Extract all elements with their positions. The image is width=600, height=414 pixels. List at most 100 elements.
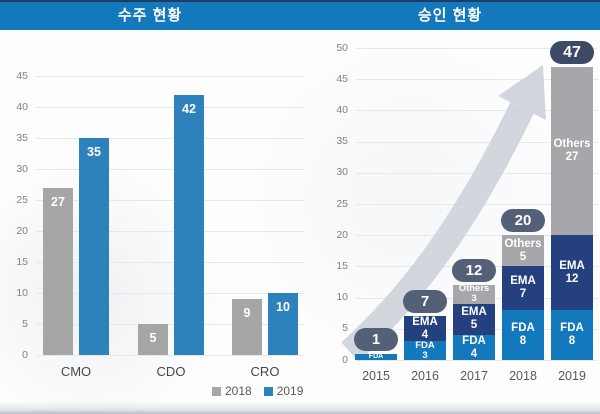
segment-EMA-2016	[404, 316, 446, 342]
grid-line	[36, 138, 304, 139]
y-axis-tick-label: 10	[336, 291, 348, 304]
bar-2019-CMO	[79, 138, 109, 355]
grid-line	[36, 76, 304, 77]
approvals-stacked-bar-chart: 0 5 10 15 20 25 30 35 40 45 50 FDA 1 2015 FDA 3 EMA 4 7 201…	[310, 40, 600, 402]
segment-FDA-2017	[453, 335, 495, 360]
grid-line	[356, 141, 598, 143]
segment-EMA-2018	[502, 266, 544, 311]
grid-line	[356, 235, 598, 237]
legend-item-2018: 2018	[212, 384, 252, 398]
grid-line	[36, 262, 304, 263]
y-axis-tick-label: 20	[336, 228, 348, 241]
bar-value-label: 10	[276, 300, 290, 314]
grid-line	[36, 169, 304, 170]
bar-2018-CRO	[232, 299, 262, 355]
grid-line	[36, 231, 304, 232]
segment-label-FDA-2018: FDA 8	[511, 322, 535, 348]
total-badge-2019: 47	[550, 40, 594, 64]
legend-label-2018: 2018	[225, 384, 252, 398]
segment-FDA-2019	[551, 310, 593, 360]
total-badge-2016: 7	[403, 290, 447, 314]
segment-label-EMA-2017: EMA 5	[461, 306, 487, 332]
x-axis-label-CDO: CDO	[156, 364, 186, 379]
segment-label-EMA-2018: EMA 7	[510, 275, 536, 301]
segment-label-EMA-2019: EMA 12	[559, 259, 585, 285]
segment-FDA-2016	[404, 341, 446, 360]
x-axis-label-2018: 2018	[509, 369, 537, 383]
segment-Others-2019	[551, 66, 593, 236]
y-axis-tick-label: 35	[336, 135, 348, 148]
bar-value-label: 5	[149, 331, 157, 345]
y-axis-tick-label: 5	[342, 322, 348, 335]
segment-label-EMA-2016: EMA 4	[412, 315, 438, 341]
segment-label-FDA-2016: FDA 3	[415, 340, 435, 361]
y-axis-tick-label: 30	[16, 162, 28, 175]
segment-label-FDA-2019: FDA 8	[560, 322, 584, 348]
y-axis-tick-label: 35	[16, 131, 28, 144]
total-badge-2018: 20	[501, 209, 545, 233]
x-axis-label-2016: 2016	[411, 369, 439, 383]
grid-line	[356, 48, 598, 49]
header-blue-band	[0, 2, 600, 30]
legend-swatch-2019	[263, 386, 273, 396]
bar-value-label: 42	[182, 101, 196, 116]
legend: 2018 2019	[212, 384, 303, 398]
header-band: 수주 현황 승인 현황	[0, 0, 600, 30]
y-axis-tick-label: 0	[342, 353, 348, 366]
x-axis-label-2017: 2017	[460, 369, 488, 383]
segment-FDA-2015	[355, 353, 397, 360]
legend-item-2019: 2019	[263, 384, 304, 398]
segment-Others-2017	[453, 285, 495, 304]
segment-label-FDA-2017: FDA 4	[462, 334, 486, 360]
x-axis-label-CRO: CRO	[250, 364, 280, 379]
grid-line	[36, 355, 304, 356]
legend-swatch-2018	[212, 386, 221, 396]
y-axis-tick-label: 15	[16, 255, 28, 268]
y-axis-tick-label: 0	[22, 348, 28, 361]
x-axis-label-CMO: CMO	[60, 364, 92, 379]
segment-EMA-2017	[453, 303, 495, 336]
y-axis-tick-label: 10	[16, 286, 28, 299]
bar-2019-CRO	[268, 293, 298, 355]
grid-line	[356, 79, 598, 81]
grid-line	[36, 200, 304, 201]
y-axis-tick-label: 15	[336, 259, 348, 272]
y-axis-tick-label: 25	[16, 193, 28, 206]
grid-line	[356, 110, 598, 112]
bar-value-label: 35	[87, 145, 101, 159]
orders-chart-title: 수주 현황	[117, 7, 183, 24]
y-axis-tick-label: 25	[336, 197, 348, 210]
y-axis-tick-label: 20	[16, 224, 28, 237]
bar-2019-CDO	[174, 94, 204, 355]
y-axis-tick-label: 5	[22, 317, 28, 330]
bottom-shadow	[0, 401, 600, 414]
bar-2018-CDO	[138, 324, 168, 355]
segment-label-Others-2019: Others 27	[553, 137, 591, 163]
x-axis-label-2019: 2019	[558, 369, 586, 383]
y-axis-tick-label: 30	[336, 166, 348, 179]
grid-line	[36, 293, 304, 294]
orders-grouped-bar-chart: 0 5 10 15 20 25 30 35 40 45 27 5 9 35 42 10 CMO CDO CRO	[8, 40, 308, 402]
total-badge-2015: 1	[354, 327, 398, 351]
y-axis-tick-label: 40	[336, 103, 348, 116]
approvals-chart-title: 승인 현황	[417, 7, 483, 24]
grid-line	[356, 360, 598, 361]
y-axis-tick-label: 45	[16, 69, 28, 82]
segment-label-FDA-2015: FDA	[368, 353, 384, 360]
bar-value-label: 9	[243, 306, 251, 321]
segment-FDA-2018	[502, 310, 544, 360]
bar-2018-CMO	[43, 187, 73, 355]
total-badge-2017: 12	[452, 259, 496, 283]
bar-value-label: 27	[51, 194, 65, 209]
y-axis-tick-label: 50	[336, 41, 348, 54]
grid-line	[36, 324, 304, 325]
segment-label-Others-2018: Others 5	[504, 237, 542, 263]
segment-Others-2018	[502, 235, 544, 267]
segment-EMA-2019	[551, 235, 593, 311]
x-axis-label-2015: 2015	[362, 369, 390, 383]
segment-label-Others-2017: Others 3	[458, 284, 490, 305]
legend-label-2019: 2019	[276, 384, 304, 398]
y-axis-tick-label: 40	[16, 100, 28, 113]
header-top-line	[0, 0, 600, 2]
